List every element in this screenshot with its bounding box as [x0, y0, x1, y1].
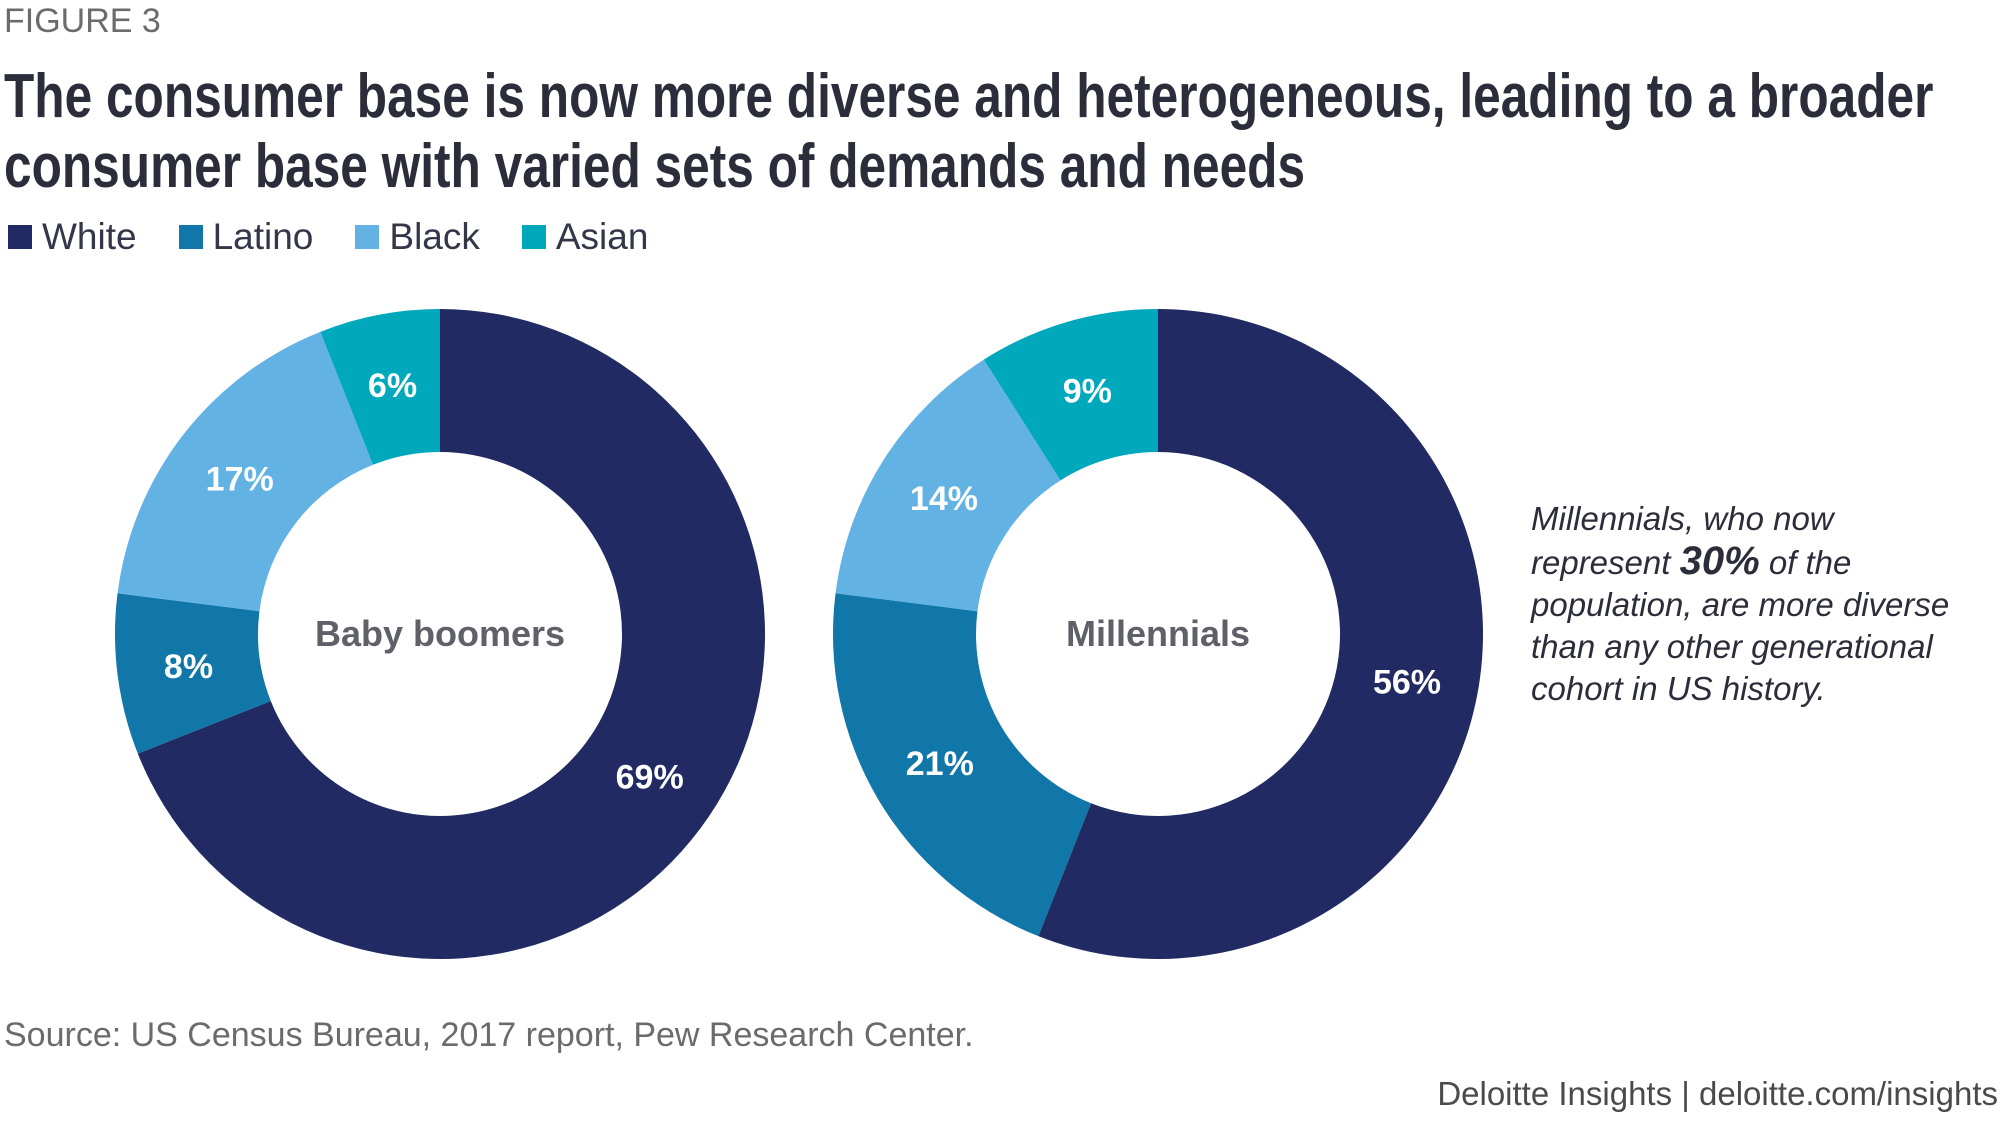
title-line-2: consumer base with varied sets of demand… — [4, 132, 1306, 201]
annotation-text: of the population, are more diverse than… — [1531, 544, 1950, 707]
data-label: 14% — [910, 480, 978, 518]
slice-latino — [833, 593, 1092, 937]
source-note: Source: US Census Bureau, 2017 report, P… — [4, 1016, 974, 1054]
annotation-text: Millennials, who now represent — [1531, 500, 1834, 581]
legend-label: White — [42, 216, 137, 257]
legend: White Latino Black Asian — [8, 216, 648, 258]
slice-white — [1038, 309, 1483, 959]
slice-asian — [320, 309, 440, 465]
slice-black — [117, 331, 374, 612]
legend-swatch — [521, 225, 546, 249]
title-line-1: The consumer base is now more diverse an… — [4, 62, 1934, 131]
data-label: 21% — [906, 745, 974, 783]
slice-asian — [983, 309, 1158, 481]
slice-white — [137, 309, 766, 959]
data-label: 6% — [368, 367, 417, 405]
annotation-highlight: 30% — [1679, 539, 1760, 583]
legend-label: Latino — [212, 216, 314, 257]
data-label: 69% — [616, 758, 684, 796]
data-label: 9% — [1063, 373, 1112, 411]
figure-label: FIGURE 3 — [4, 2, 161, 40]
legend-item-black: Black — [355, 216, 480, 258]
donut-center-label: Baby boomers — [315, 613, 565, 654]
legend-swatch — [355, 225, 380, 249]
data-label: 56% — [1373, 664, 1441, 702]
slice-latino — [115, 593, 271, 754]
donut-center-label: Millennials — [1066, 613, 1250, 654]
slice-black — [835, 359, 1061, 612]
data-label: 17% — [206, 461, 274, 499]
legend-item-asian: Asian — [521, 216, 649, 258]
legend-label: Asian — [555, 216, 649, 257]
legend-label: Black — [389, 216, 480, 257]
legend-item-latino: Latino — [178, 216, 314, 258]
annotation: Millennials, who now represent 30% of th… — [1531, 498, 1951, 710]
legend-swatch — [178, 225, 203, 249]
footer-credit: Deloitte Insights | deloitte.com/insight… — [1437, 1075, 1998, 1112]
legend-item-white: White — [8, 216, 137, 258]
legend-swatch — [8, 225, 32, 249]
data-label: 8% — [164, 648, 213, 686]
chart-title: The consumer base is now more diverse an… — [4, 62, 1933, 202]
